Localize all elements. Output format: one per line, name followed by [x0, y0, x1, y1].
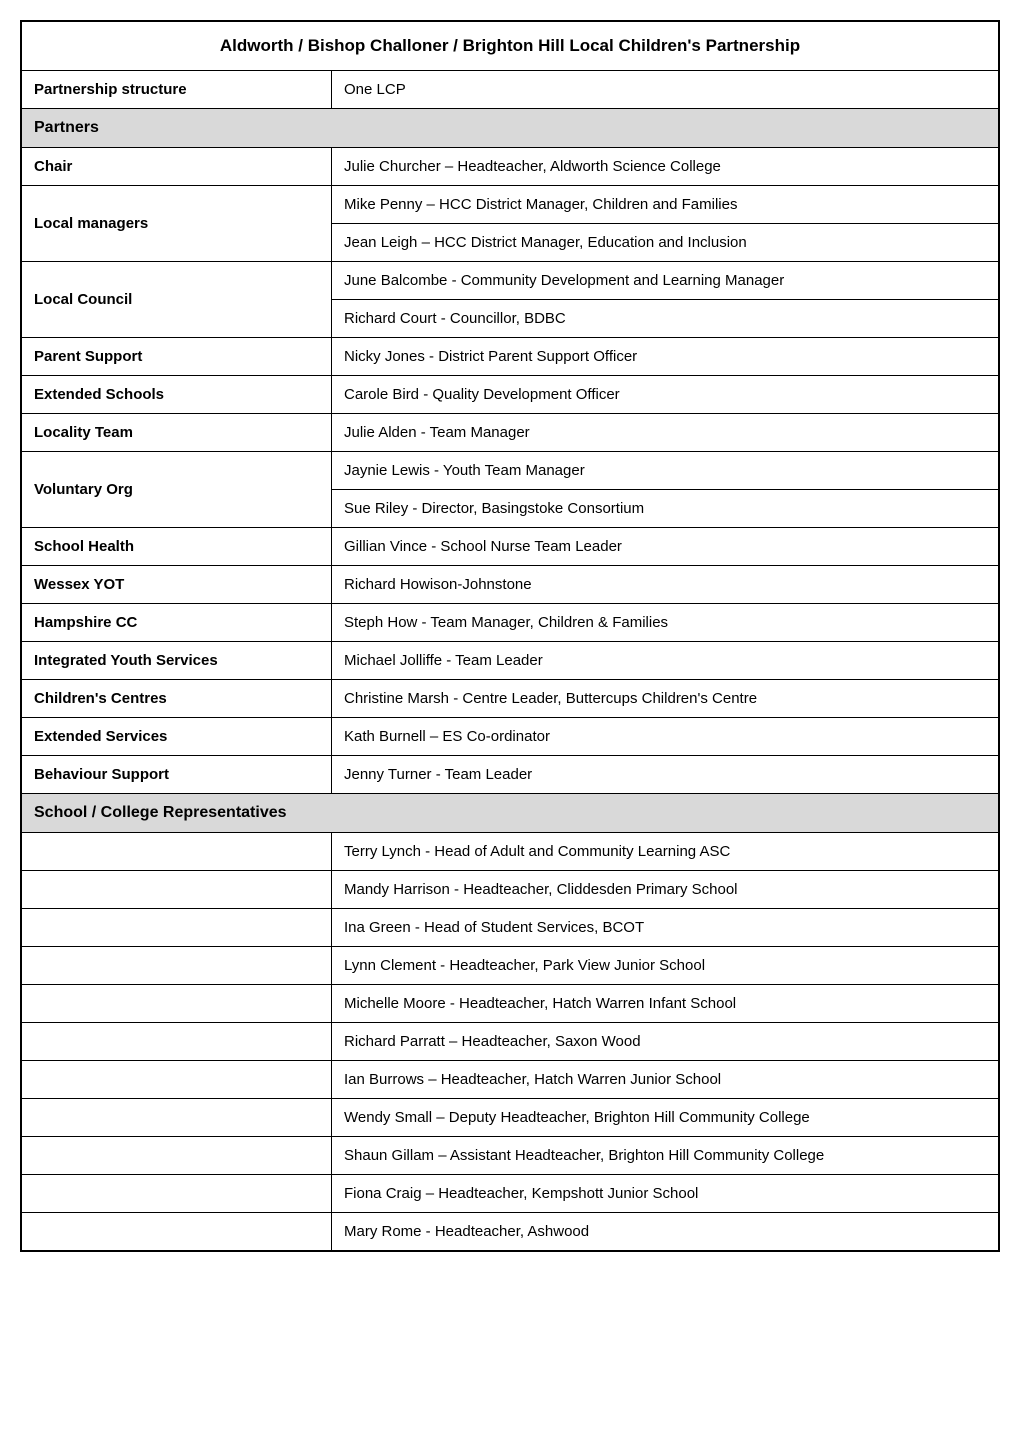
- integrated-youth-value: Michael Jolliffe - Team Leader: [332, 642, 998, 679]
- school-rep-value-3: Lynn Clement - Headteacher, Park View Ju…: [332, 947, 998, 984]
- school-rep-empty-0: [22, 833, 332, 870]
- school-rep-value-1: Mandy Harrison - Headteacher, Cliddesden…: [332, 871, 998, 908]
- chair-value: Julie Churcher – Headteacher, Aldworth S…: [332, 148, 998, 185]
- partnership-structure-label: Partnership structure: [22, 71, 332, 108]
- school-rep-row-0: Terry Lynch - Head of Adult and Communit…: [22, 833, 998, 871]
- partnership-structure-row: Partnership structure One LCP: [22, 71, 998, 109]
- local-council-row: Local Council June Balcombe - Community …: [22, 262, 998, 338]
- behaviour-support-label: Behaviour Support: [22, 756, 332, 793]
- school-rep-row-9: Fiona Craig – Headteacher, Kempshott Jun…: [22, 1175, 998, 1213]
- school-rep-empty-9: [22, 1175, 332, 1212]
- school-rep-empty-4: [22, 985, 332, 1022]
- parent-support-label: Parent Support: [22, 338, 332, 375]
- extended-services-value: Kath Burnell – ES Co-ordinator: [332, 718, 998, 755]
- local-managers-value-1: Jean Leigh – HCC District Manager, Educa…: [332, 224, 998, 261]
- locality-team-label: Locality Team: [22, 414, 332, 451]
- hampshire-cc-label: Hampshire CC: [22, 604, 332, 641]
- school-rep-value-6: Ian Burrows – Headteacher, Hatch Warren …: [332, 1061, 998, 1098]
- partnership-table: Aldworth / Bishop Challoner / Brighton H…: [20, 20, 1000, 1252]
- voluntary-org-value-0: Jaynie Lewis - Youth Team Manager: [332, 452, 998, 490]
- wessex-yot-value: Richard Howison-Johnstone: [332, 566, 998, 603]
- partners-header: Partners: [22, 109, 998, 148]
- school-health-label: School Health: [22, 528, 332, 565]
- school-rep-empty-7: [22, 1099, 332, 1136]
- hampshire-cc-value: Steph How - Team Manager, Children & Fam…: [332, 604, 998, 641]
- voluntary-org-values: Jaynie Lewis - Youth Team Manager Sue Ri…: [332, 452, 998, 527]
- school-rep-value-8: Shaun Gillam – Assistant Headteacher, Br…: [332, 1137, 998, 1174]
- wessex-yot-label: Wessex YOT: [22, 566, 332, 603]
- hampshire-cc-row: Hampshire CC Steph How - Team Manager, C…: [22, 604, 998, 642]
- voluntary-org-value-1: Sue Riley - Director, Basingstoke Consor…: [332, 490, 998, 527]
- childrens-centres-value: Christine Marsh - Centre Leader, Butterc…: [332, 680, 998, 717]
- parent-support-row: Parent Support Nicky Jones - District Pa…: [22, 338, 998, 376]
- school-rep-value-10: Mary Rome - Headteacher, Ashwood: [332, 1213, 998, 1250]
- childrens-centres-row: Children's Centres Christine Marsh - Cen…: [22, 680, 998, 718]
- locality-team-value: Julie Alden - Team Manager: [332, 414, 998, 451]
- school-rep-value-4: Michelle Moore - Headteacher, Hatch Warr…: [332, 985, 998, 1022]
- school-rep-empty-5: [22, 1023, 332, 1060]
- local-council-value-0: June Balcombe - Community Development an…: [332, 262, 998, 300]
- school-rep-row-2: Ina Green - Head of Student Services, BC…: [22, 909, 998, 947]
- extended-services-row: Extended Services Kath Burnell – ES Co-o…: [22, 718, 998, 756]
- school-rep-row-4: Michelle Moore - Headteacher, Hatch Warr…: [22, 985, 998, 1023]
- partnership-structure-value: One LCP: [332, 71, 998, 108]
- school-rep-row-10: Mary Rome - Headteacher, Ashwood: [22, 1213, 998, 1250]
- chair-label: Chair: [22, 148, 332, 185]
- behaviour-support-value: Jenny Turner - Team Leader: [332, 756, 998, 793]
- local-council-value-1: Richard Court - Councillor, BDBC: [332, 300, 998, 337]
- extended-schools-label: Extended Schools: [22, 376, 332, 413]
- school-rep-value-9: Fiona Craig – Headteacher, Kempshott Jun…: [332, 1175, 998, 1212]
- voluntary-org-row: Voluntary Org Jaynie Lewis - Youth Team …: [22, 452, 998, 528]
- school-rep-row-1: Mandy Harrison - Headteacher, Cliddesden…: [22, 871, 998, 909]
- chair-row: Chair Julie Churcher – Headteacher, Aldw…: [22, 148, 998, 186]
- school-rep-empty-2: [22, 909, 332, 946]
- local-managers-value-0: Mike Penny – HCC District Manager, Child…: [332, 186, 998, 224]
- integrated-youth-row: Integrated Youth Services Michael Jollif…: [22, 642, 998, 680]
- school-rep-value-2: Ina Green - Head of Student Services, BC…: [332, 909, 998, 946]
- local-council-label: Local Council: [22, 262, 332, 337]
- local-managers-row: Local managers Mike Penny – HCC District…: [22, 186, 998, 262]
- wessex-yot-row: Wessex YOT Richard Howison-Johnstone: [22, 566, 998, 604]
- school-rep-row-8: Shaun Gillam – Assistant Headteacher, Br…: [22, 1137, 998, 1175]
- extended-schools-row: Extended Schools Carole Bird - Quality D…: [22, 376, 998, 414]
- local-managers-values: Mike Penny – HCC District Manager, Child…: [332, 186, 998, 261]
- school-rep-value-7: Wendy Small – Deputy Headteacher, Bright…: [332, 1099, 998, 1136]
- childrens-centres-label: Children's Centres: [22, 680, 332, 717]
- extended-services-label: Extended Services: [22, 718, 332, 755]
- school-rep-row-5: Richard Parratt – Headteacher, Saxon Woo…: [22, 1023, 998, 1061]
- school-rep-row-6: Ian Burrows – Headteacher, Hatch Warren …: [22, 1061, 998, 1099]
- voluntary-org-label: Voluntary Org: [22, 452, 332, 527]
- school-rep-empty-8: [22, 1137, 332, 1174]
- school-rep-value-5: Richard Parratt – Headteacher, Saxon Woo…: [332, 1023, 998, 1060]
- local-managers-label: Local managers: [22, 186, 332, 261]
- local-council-values: June Balcombe - Community Development an…: [332, 262, 998, 337]
- parent-support-value: Nicky Jones - District Parent Support Of…: [332, 338, 998, 375]
- school-rep-empty-6: [22, 1061, 332, 1098]
- behaviour-support-row: Behaviour Support Jenny Turner - Team Le…: [22, 756, 998, 794]
- school-health-row: School Health Gillian Vince - School Nur…: [22, 528, 998, 566]
- school-rep-empty-3: [22, 947, 332, 984]
- school-reps-header: School / College Representatives: [22, 794, 998, 833]
- integrated-youth-label: Integrated Youth Services: [22, 642, 332, 679]
- school-rep-row-7: Wendy Small – Deputy Headteacher, Bright…: [22, 1099, 998, 1137]
- table-title: Aldworth / Bishop Challoner / Brighton H…: [22, 22, 998, 71]
- school-rep-row-3: Lynn Clement - Headteacher, Park View Ju…: [22, 947, 998, 985]
- school-rep-empty-1: [22, 871, 332, 908]
- school-rep-empty-10: [22, 1213, 332, 1250]
- school-health-value: Gillian Vince - School Nurse Team Leader: [332, 528, 998, 565]
- locality-team-row: Locality Team Julie Alden - Team Manager: [22, 414, 998, 452]
- school-rep-value-0: Terry Lynch - Head of Adult and Communit…: [332, 833, 998, 870]
- extended-schools-value: Carole Bird - Quality Development Office…: [332, 376, 998, 413]
